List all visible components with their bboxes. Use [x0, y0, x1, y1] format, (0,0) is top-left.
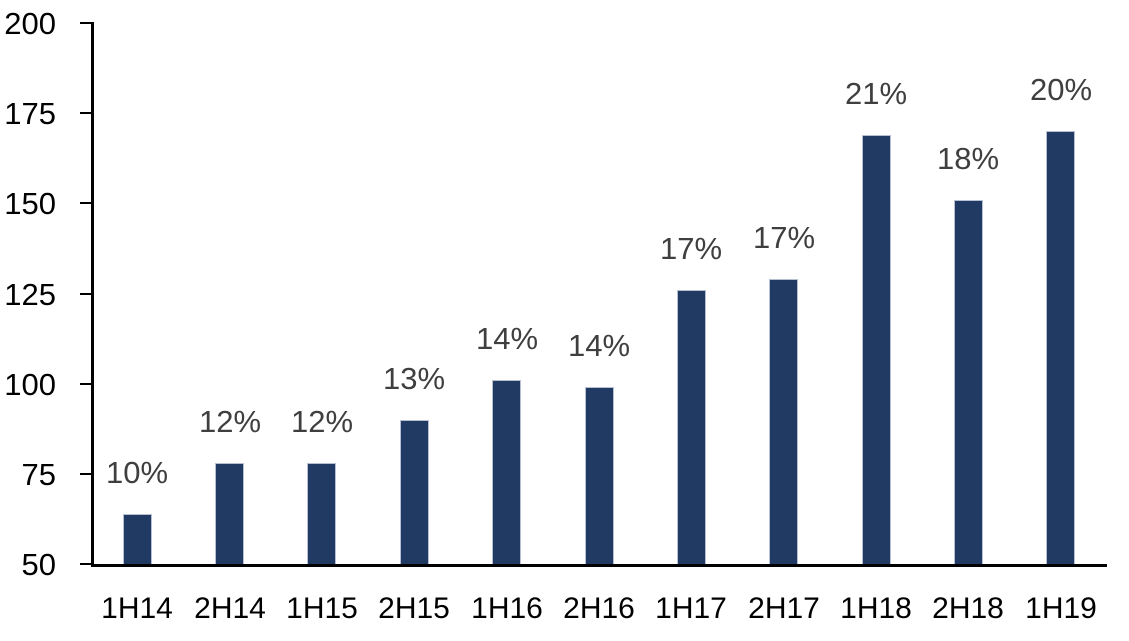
x-axis-label-1H17: 1H17 — [655, 592, 727, 625]
bar-value-label-2H17: 17% — [752, 220, 816, 255]
bar-1H17 — [677, 290, 706, 564]
y-axis-tick-label: 150 — [4, 186, 56, 221]
y-axis-tick-label: 75 — [21, 457, 56, 492]
y-axis-tick-label: 200 — [4, 6, 56, 41]
bar-2H17 — [769, 279, 798, 564]
bar-value-label-2H15: 13% — [382, 361, 446, 396]
x-axis-label-2H14: 2H14 — [194, 592, 266, 625]
x-axis-label-2H16: 2H16 — [563, 592, 635, 625]
x-axis-label-2H17: 2H17 — [748, 592, 820, 625]
bar-value-label-1H16: 14% — [475, 321, 539, 356]
x-axis-label-2H15: 2H15 — [378, 592, 450, 625]
bar-1H16 — [492, 380, 521, 564]
bar-value-label-2H14: 12% — [198, 404, 262, 439]
x-axis-label-1H18: 1H18 — [840, 592, 912, 625]
bar-2H15 — [400, 420, 429, 564]
y-axis-tick-label: 100 — [4, 367, 56, 402]
x-axis-label-2H18: 2H18 — [932, 592, 1004, 625]
x-axis-label-1H19: 1H19 — [1025, 592, 1097, 625]
bar-1H19 — [1046, 131, 1075, 564]
y-axis-tick — [80, 22, 91, 24]
x-axis-label-1H16: 1H16 — [471, 592, 543, 625]
bar-1H14 — [123, 514, 152, 564]
bar-value-label-2H16: 14% — [567, 328, 631, 363]
y-axis-tick-label: 175 — [4, 96, 56, 131]
y-axis-tick — [80, 563, 91, 565]
y-axis-tick — [80, 383, 91, 385]
y-axis-line — [91, 22, 94, 567]
x-axis-label-1H15: 1H15 — [286, 592, 358, 625]
bar-value-label-1H18: 21% — [844, 76, 908, 111]
y-axis-tick — [80, 112, 91, 114]
x-axis-line — [91, 564, 1107, 567]
bar-value-label-1H19: 20% — [1029, 72, 1093, 107]
bar-value-label-1H15: 12% — [290, 404, 354, 439]
y-axis-tick-label: 125 — [4, 277, 56, 312]
y-axis-tick-label: 50 — [21, 547, 56, 582]
bar-value-label-2H18: 18% — [936, 141, 1000, 176]
y-axis-tick — [80, 202, 91, 204]
bar-2H14 — [215, 463, 244, 564]
y-axis-tick — [80, 473, 91, 475]
bar-value-label-1H17: 17% — [659, 231, 723, 266]
bar-1H18 — [862, 135, 891, 564]
bar-value-label-1H14: 10% — [105, 455, 169, 490]
bar-2H16 — [585, 387, 614, 564]
bar-1H15 — [307, 463, 336, 564]
x-axis-label-1H14: 1H14 — [101, 592, 173, 625]
bar-2H18 — [954, 200, 983, 564]
y-axis-tick — [80, 293, 91, 295]
